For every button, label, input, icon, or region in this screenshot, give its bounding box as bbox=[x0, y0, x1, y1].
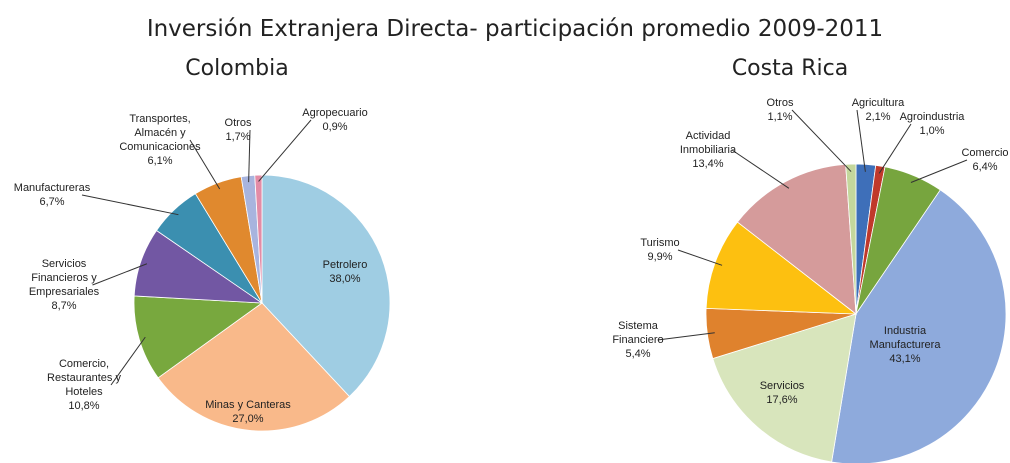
category-label: Comercio, Restaurantes y Hoteles bbox=[47, 358, 121, 398]
slice-label: Servicios Financieros y Empresariales 8,7… bbox=[17, 257, 112, 313]
value-label: 9,9% bbox=[647, 251, 673, 263]
leader-line bbox=[677, 249, 723, 266]
slice-label: Comercio, Restaurantes y Hoteles 10,8% bbox=[39, 357, 129, 413]
value-label: 1,1% bbox=[767, 111, 793, 123]
value-label: 10,8% bbox=[68, 400, 100, 412]
slice-label: Manufactureras 6,7% bbox=[2, 181, 102, 209]
category-label: Turismo bbox=[640, 237, 680, 249]
value-label: 2,1% bbox=[865, 111, 891, 123]
leader-line bbox=[92, 263, 148, 286]
leader-line bbox=[878, 123, 912, 174]
category-label: Manufactureras bbox=[13, 182, 91, 194]
slice-label: Agricultura 2,1% bbox=[843, 96, 913, 124]
category-label: Servicios Financieros y Empresariales bbox=[28, 258, 100, 298]
leader-line bbox=[910, 159, 968, 183]
category-label: Servicios bbox=[759, 380, 805, 392]
category-label: Sistema Financiero bbox=[612, 320, 664, 346]
pie-slice bbox=[133, 295, 264, 379]
slice-label: Comercio 6,4% bbox=[955, 146, 1010, 174]
slice-label: Otros 1,1% bbox=[760, 96, 800, 124]
value-label: 27,0% bbox=[232, 413, 264, 425]
slice-label: Otros 1,7% bbox=[218, 116, 258, 144]
value-label: 5,4% bbox=[625, 348, 651, 360]
leader-line bbox=[731, 149, 790, 189]
value-label: 8,7% bbox=[51, 300, 77, 312]
pie-slice bbox=[845, 163, 857, 315]
slice-label: Actividad Inmobiliaria 13,4% bbox=[668, 129, 748, 171]
leader-line bbox=[657, 332, 715, 341]
value-label: 1,0% bbox=[919, 125, 945, 137]
slice-label: Industria Manufacturera 43,1% bbox=[860, 324, 950, 366]
category-label: Petrolero bbox=[322, 259, 368, 271]
slice-label: Agroindustria 1,0% bbox=[897, 110, 967, 138]
chart-title: Colombia bbox=[185, 56, 289, 81]
category-label: Otros bbox=[224, 117, 252, 129]
leader-line bbox=[189, 139, 221, 190]
value-label: 1,7% bbox=[225, 131, 251, 143]
category-label: Agricultura bbox=[851, 97, 905, 109]
leader-line bbox=[248, 129, 251, 183]
value-label: 13,4% bbox=[692, 158, 724, 170]
pie-slice bbox=[712, 313, 857, 463]
category-label: Comercio bbox=[961, 147, 1009, 159]
pie-slice bbox=[831, 189, 1007, 463]
leader-line bbox=[110, 336, 146, 386]
leader-line bbox=[791, 109, 852, 172]
value-label: 6,7% bbox=[39, 196, 65, 208]
value-label: 38,0% bbox=[329, 273, 361, 285]
slice-label: Petrolero 38,0% bbox=[310, 258, 380, 286]
value-label: 43,1% bbox=[889, 353, 921, 365]
value-label: 17,6% bbox=[766, 394, 798, 406]
chart-title: Costa Rica bbox=[731, 56, 849, 81]
slice-label: Turismo 9,9% bbox=[630, 236, 690, 264]
slice-label: Minas y Canteras 27,0% bbox=[203, 398, 293, 426]
category-label: Minas y Canteras bbox=[205, 399, 291, 411]
category-label: Otros bbox=[766, 97, 794, 109]
value-label: 6,1% bbox=[147, 155, 173, 167]
category-label: Actividad Inmobiliaria bbox=[679, 130, 737, 156]
pie-slice bbox=[254, 174, 263, 304]
category-label: Industria Manufacturera bbox=[869, 325, 941, 351]
category-label: Agropecuario bbox=[302, 107, 368, 119]
slice-label: Agropecuario 0,9% bbox=[295, 106, 375, 134]
leader-line bbox=[258, 119, 312, 182]
value-label: 0,9% bbox=[322, 121, 348, 133]
slice-label: Transportes, Almacén y Comunicaciones 6,1… bbox=[110, 112, 210, 168]
pie-slice bbox=[157, 302, 350, 432]
category-label: Transportes, Almacén y Comunicaciones bbox=[119, 113, 201, 153]
slice-label: Servicios 17,6% bbox=[747, 379, 817, 407]
leader-line bbox=[81, 194, 179, 216]
page-title: Inversión Extranjera Directa- participac… bbox=[146, 16, 884, 42]
category-label: Agroindustria bbox=[899, 111, 965, 123]
pie-slice bbox=[736, 163, 857, 315]
slice-label: Sistema Financiero 5,4% bbox=[606, 319, 671, 361]
value-label: 6,4% bbox=[972, 161, 998, 173]
pie-slice bbox=[261, 174, 391, 398]
leader-line bbox=[856, 109, 866, 172]
